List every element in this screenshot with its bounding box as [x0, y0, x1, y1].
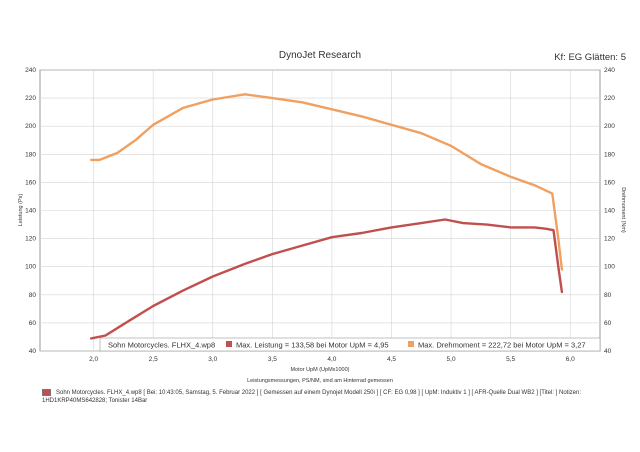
legend-file: Sohn Motorcycles. FLHX_4.wp8 — [108, 341, 215, 350]
x-tick: 6,0 — [566, 356, 575, 363]
x-tick: 5,0 — [447, 356, 456, 363]
legend: Sohn Motorcycles. FLHX_4.wp8 Max. Leistu… — [99, 337, 601, 352]
y-axis-right: 40 60 80 100 120 140 160 180 200 220 240 — [604, 67, 615, 355]
y-tick-left: 80 — [29, 292, 37, 299]
y-tick-right: 140 — [604, 208, 615, 215]
x-tick: 2,5 — [149, 356, 158, 363]
y-axis-left: 40 60 80 100 120 140 160 180 200 220 240 — [25, 67, 36, 355]
y-tick-right: 80 — [604, 292, 612, 299]
footer-line-2: 1HD1KRP40MS642828; Tonister 14Bar — [42, 398, 148, 405]
x-axis: 2,0 2,5 3,0 3,5 4,0 4,5 5,0 5,5 6,0 — [89, 356, 575, 363]
y-tick-left: 220 — [25, 95, 36, 102]
x-tick: 3,5 — [268, 356, 277, 363]
y-tick-right: 160 — [604, 179, 615, 186]
y-tick-left: 120 — [25, 236, 36, 243]
torque-line — [90, 93, 564, 271]
y-tick-left: 160 — [25, 179, 36, 186]
y-axis-left-label: Leistung (Ps) — [18, 194, 24, 227]
legend-torque-text: Max. Drehmoment = 222,72 bei Motor UpM =… — [418, 341, 586, 350]
y-tick-left: 60 — [29, 320, 37, 327]
legend-torque-swatch — [408, 341, 414, 347]
footer-line-1: Sohn Motorcycles. FLHX_4.wp8 [ Bei: 10:4… — [56, 390, 582, 397]
y-tick-left: 180 — [25, 151, 36, 158]
y-tick-right: 200 — [604, 123, 615, 130]
power-line — [90, 218, 564, 340]
y-tick-right: 220 — [604, 95, 615, 102]
y-tick-right: 60 — [604, 320, 612, 327]
x-tick: 2,0 — [89, 356, 98, 363]
x-axis-label: Motor UpM (UpMx1000) — [291, 367, 350, 373]
grid — [40, 69, 600, 352]
measurement-note: Leistungsmessungen, PS/NM, sind am Hinte… — [247, 378, 393, 384]
kf-label: Kf: EG Glätten: 5 — [554, 52, 626, 63]
x-tick: 4,0 — [327, 356, 336, 363]
y-tick-left: 40 — [29, 348, 37, 355]
y-axis-right-label: Drehmoment (Nm) — [620, 187, 626, 233]
y-tick-right: 180 — [604, 151, 615, 158]
footer-run-swatch — [42, 389, 51, 396]
y-tick-left: 140 — [25, 208, 36, 215]
y-tick-right: 120 — [604, 236, 615, 243]
x-tick: 3,0 — [208, 356, 217, 363]
y-tick-right: 40 — [604, 348, 612, 355]
y-tick-left: 240 — [25, 67, 36, 74]
y-tick-left: 100 — [25, 264, 36, 271]
y-tick-right: 240 — [604, 67, 615, 74]
y-tick-left: 200 — [25, 123, 36, 130]
legend-power-text: Max. Leistung = 133,58 bei Motor UpM = 4… — [236, 341, 389, 350]
footer-notes: Sohn Motorcycles. FLHX_4.wp8 [ Bei: 10:4… — [42, 389, 622, 405]
x-tick: 4,5 — [387, 356, 396, 363]
chart-title: DynoJet Research — [279, 50, 361, 61]
legend-power-swatch — [226, 341, 232, 347]
x-tick: 5,5 — [506, 356, 515, 363]
y-tick-right: 100 — [604, 264, 615, 271]
